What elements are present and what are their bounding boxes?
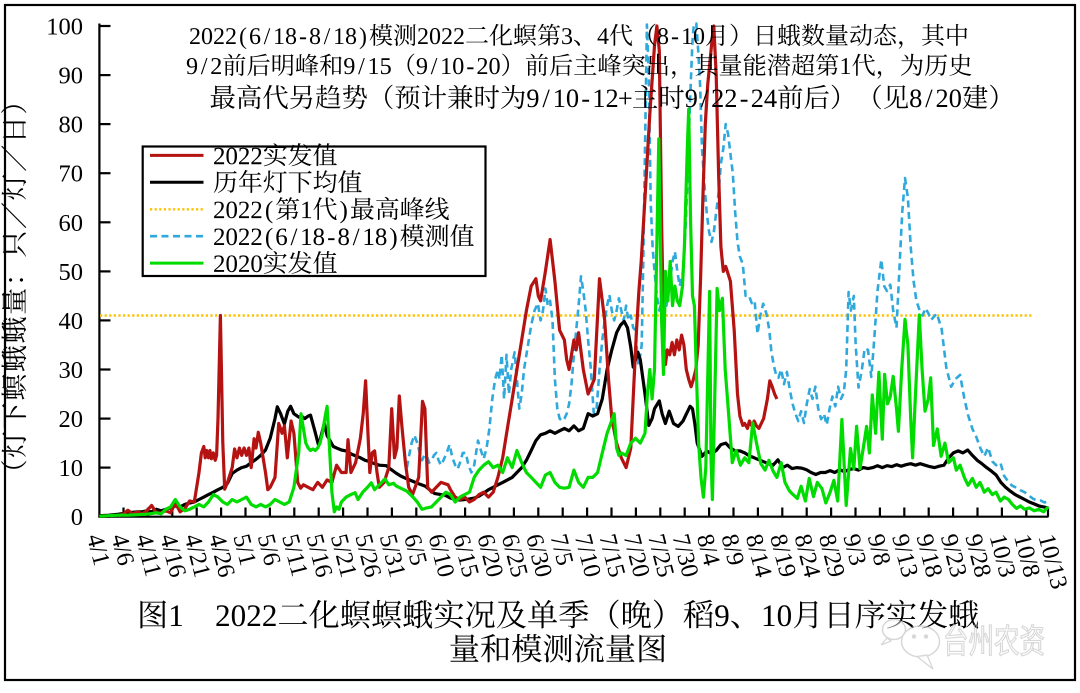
svg-text:90: 90 xyxy=(59,63,84,90)
svg-text:70: 70 xyxy=(59,161,84,188)
svg-text:40: 40 xyxy=(59,308,84,335)
svg-text:20: 20 xyxy=(59,406,84,433)
svg-text:0: 0 xyxy=(71,504,83,531)
svg-text:100: 100 xyxy=(46,14,83,41)
svg-text:80: 80 xyxy=(59,112,84,139)
svg-text:10: 10 xyxy=(59,455,84,482)
svg-text:50: 50 xyxy=(59,259,84,286)
svg-text:30: 30 xyxy=(59,357,84,384)
svg-text:60: 60 xyxy=(59,210,84,237)
